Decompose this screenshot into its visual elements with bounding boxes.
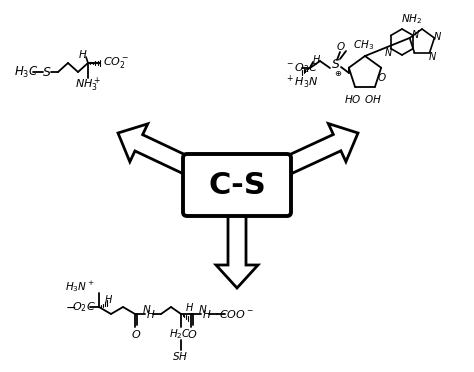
Text: $SH$: $SH$ <box>172 350 188 362</box>
Text: $S$: $S$ <box>42 65 52 78</box>
Text: $N$: $N$ <box>428 49 437 61</box>
FancyBboxPatch shape <box>183 154 291 216</box>
Text: $S$: $S$ <box>331 58 341 71</box>
Text: $N$: $N$ <box>411 28 420 39</box>
Text: $^-O_2C$: $^-O_2C$ <box>285 61 319 75</box>
Text: $N$: $N$ <box>433 30 442 42</box>
Text: $H$: $H$ <box>78 48 88 60</box>
Text: $H_2C$: $H_2C$ <box>169 327 191 341</box>
Text: $COO^-$: $COO^-$ <box>219 308 255 320</box>
Text: $OH$: $OH$ <box>364 93 382 105</box>
Text: $H_3C$: $H_3C$ <box>14 64 38 80</box>
Text: C-S: C-S <box>208 170 266 199</box>
Text: $H$: $H$ <box>146 308 156 320</box>
Text: $H$: $H$ <box>104 293 114 305</box>
Text: $O$: $O$ <box>377 71 387 83</box>
Text: $H$: $H$ <box>312 53 321 65</box>
Text: $CO_2^-$: $CO_2^-$ <box>103 55 129 71</box>
Text: $O$: $O$ <box>336 40 346 52</box>
Text: $H_3N^+$: $H_3N^+$ <box>65 279 95 295</box>
Text: $-$: $-$ <box>65 301 76 314</box>
Text: $O_2C$: $O_2C$ <box>72 300 96 314</box>
Text: $N$: $N$ <box>142 303 152 315</box>
Polygon shape <box>263 124 358 183</box>
Text: $CH_3$: $CH_3$ <box>353 38 374 52</box>
Text: $H$: $H$ <box>202 308 212 320</box>
Text: $^+H_3N$: $^+H_3N$ <box>285 73 319 90</box>
Text: $H$: $H$ <box>185 301 194 313</box>
Text: $NH_3^+$: $NH_3^+$ <box>75 76 101 94</box>
Text: $N$: $N$ <box>384 45 393 58</box>
Polygon shape <box>118 124 211 183</box>
Text: $O$: $O$ <box>131 328 141 340</box>
Text: $NH_2$: $NH_2$ <box>401 12 423 26</box>
Text: $HO$: $HO$ <box>344 93 362 105</box>
Text: $N$: $N$ <box>198 303 208 315</box>
Text: $\oplus$: $\oplus$ <box>334 68 342 77</box>
Polygon shape <box>216 213 258 288</box>
Text: $O$: $O$ <box>187 328 197 340</box>
